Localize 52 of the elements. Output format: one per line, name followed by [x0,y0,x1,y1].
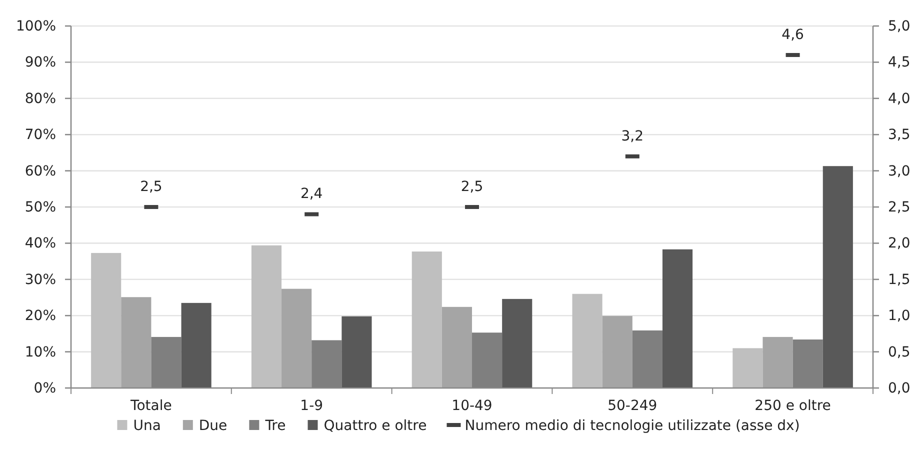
y2-tick-label: 3,0 [888,163,910,180]
y-tick-label: 100% [16,18,56,34]
data-label: 2,5 [140,179,162,195]
bar [762,336,793,388]
y2-tick-label: 2,5 [888,199,910,216]
y-tick-label: 20% [24,308,56,324]
legend-label: Una [133,418,161,434]
x-tick-label: 10-49 [452,398,492,414]
legend-label: Due [198,418,228,434]
y2-tick-label: 2,0 [888,236,910,252]
y-tick-label: 60% [24,163,56,180]
y-tick-label: 90% [24,54,56,71]
legend-label: Quattro e oltre [324,418,427,434]
legend-label: Tre [264,418,286,434]
bar [251,245,282,388]
y-tick-label: 70% [24,127,56,144]
bar [662,249,693,388]
data-label: 2,5 [460,179,484,195]
data-label: 3,2 [621,128,644,144]
legend-label: Numero medio di tecnologie utilizzate (asse dx) [464,418,800,434]
bar [121,297,152,388]
x-tick-label: Totale [130,398,172,414]
y-tick-label: 10% [24,344,56,360]
y-tick-label: 50% [24,199,56,216]
bar [572,294,602,388]
bar [442,306,472,388]
y2-tick-label: 1,5 [888,272,910,288]
data-label: 2,4 [300,186,323,202]
y2-tick-label: 0,5 [888,344,910,360]
y2-tick-label: 4,5 [888,54,910,71]
bar [342,316,372,388]
y2-tick-label: 4,0 [888,90,910,107]
y2-tick-label: 3,5 [888,127,910,144]
bar [282,288,312,388]
y-tick-label: 30% [24,272,56,288]
y2-tick-label: 0,0 [888,380,910,396]
x-tick-label: 50-249 [608,398,658,414]
y2-tick-label: 1,0 [888,308,910,324]
bar [822,166,853,388]
y-tick-label: 0% [34,380,56,396]
bar [181,302,212,388]
bar [502,298,532,388]
x-tick-label: 1-9 [300,398,324,414]
bar [91,252,122,388]
bar [412,252,442,388]
data-label: 4,6 [782,26,804,43]
y-tick-label: 80% [24,90,56,107]
bar [602,316,632,388]
bar [732,348,763,388]
y2-tick-label: 5,0 [888,18,910,34]
y-tick-label: 40% [24,236,56,252]
x-tick-label: 250 e oltre [754,398,831,414]
